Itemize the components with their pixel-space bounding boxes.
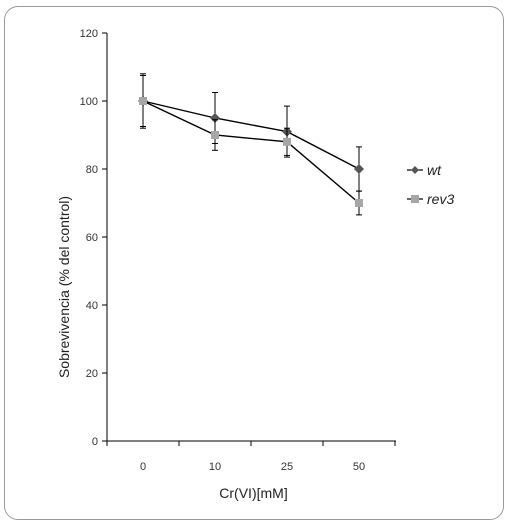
- figure-frame: [4, 6, 504, 520]
- legend: wt rev3: [407, 162, 454, 207]
- y-tick-label: 100: [80, 96, 98, 108]
- data-point-rev3: [283, 137, 291, 146]
- x-tick-label: 25: [281, 461, 293, 473]
- data-point-wt: [354, 164, 364, 174]
- data-point-rev3: [355, 199, 363, 207]
- y-tick-label: 20: [86, 368, 98, 380]
- y-axis-title: Sobrevivencia (% del control): [56, 196, 72, 378]
- x-axis-ticks: 0 10 25 50: [106, 441, 396, 473]
- y-tick-label: 80: [86, 164, 98, 176]
- legend-marker: [411, 166, 419, 174]
- data-point-rev3: [211, 131, 219, 139]
- legend-label: rev3: [427, 191, 454, 207]
- legend-item-rev3: rev3: [407, 191, 454, 207]
- legend-label: wt: [427, 162, 442, 178]
- y-tick-label: 60: [86, 232, 98, 244]
- y-tick-label: 0: [92, 436, 98, 448]
- x-tick-label: 10: [209, 461, 221, 473]
- y-tick-label: 40: [86, 300, 98, 312]
- y-tick-label: 120: [80, 28, 98, 40]
- data-point-rev3: [139, 97, 147, 105]
- series-line-wt: [142, 100, 360, 170]
- data-point-wt: [210, 113, 220, 123]
- x-tick-label: 50: [353, 461, 365, 473]
- series-layer: [138, 73, 364, 216]
- x-tick-label: 0: [140, 461, 146, 473]
- series-line-rev3: [142, 100, 360, 204]
- legend-item-wt: wt: [407, 162, 442, 178]
- legend-marker: [411, 195, 419, 203]
- y-axis-ticks: 0 20 40 60 80 100 120: [80, 28, 107, 448]
- series-rev3: [139, 75, 363, 216]
- axes: [106, 33, 396, 442]
- series-wt: [138, 73, 364, 192]
- x-axis-title: Cr(VI)[mM]: [219, 485, 287, 501]
